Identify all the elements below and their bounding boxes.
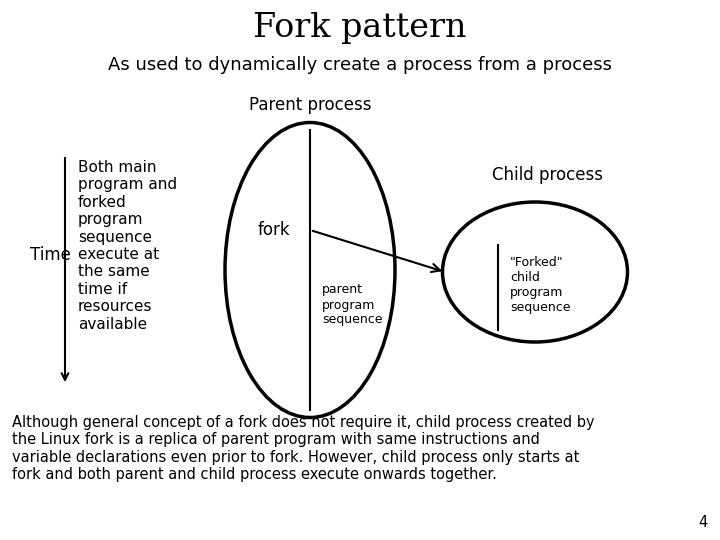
Text: Time: Time [30, 246, 71, 264]
Text: Parent process: Parent process [248, 96, 372, 114]
Text: "Forked"
child
program
sequence: "Forked" child program sequence [510, 256, 570, 314]
Text: Child process: Child process [492, 166, 603, 184]
Text: Although general concept of a fork does not require it, child process created by: Although general concept of a fork does … [12, 415, 595, 482]
Text: Both main
program and
forked
program
sequence
execute at
the same
time if
resour: Both main program and forked program seq… [78, 160, 177, 332]
Text: 4: 4 [698, 515, 708, 530]
Text: fork: fork [257, 221, 290, 239]
Text: Fork pattern: Fork pattern [253, 12, 467, 44]
Text: parent
program
sequence: parent program sequence [322, 284, 382, 327]
Text: As used to dynamically create a process from a process: As used to dynamically create a process … [108, 56, 612, 74]
